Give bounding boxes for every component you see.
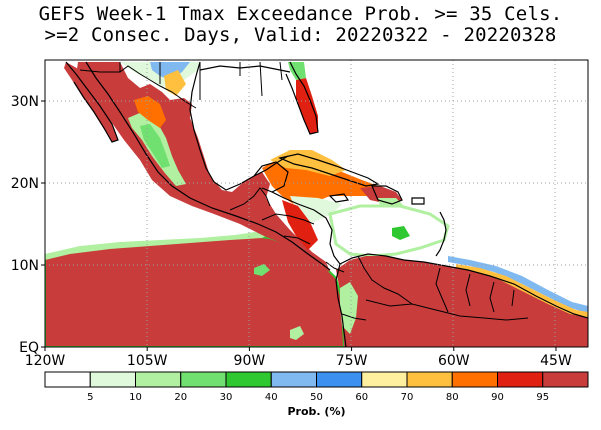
lat-tick-label: 10N (11, 258, 39, 274)
colorbar-label: 20 (174, 392, 187, 403)
prob-region-pacific-light-patch (254, 264, 270, 276)
colorbar-swatch (542, 371, 589, 388)
lon-tick-label: 75W (336, 353, 368, 369)
colorbar-swatch (225, 371, 272, 388)
prob-region-florida (296, 78, 318, 134)
colorbar-swatch (180, 371, 227, 388)
colorbar-label: 30 (220, 392, 233, 403)
border-brazil (365, 299, 529, 321)
prob-region-south-america (336, 256, 588, 347)
lon-tick-label: 120W (25, 353, 66, 369)
colorbar-label: 10 (129, 392, 142, 403)
prob-region-baja (64, 62, 118, 142)
border-guianas (465, 273, 515, 313)
colorbar-swatch (89, 371, 136, 388)
coastline-cuba (278, 153, 380, 187)
lat-tick-label: 20N (11, 176, 39, 192)
map-title-line-2: >=2 Consec. Days, Valid: 20220322 - 2022… (44, 24, 557, 46)
coastline-south-america-pacific (335, 263, 347, 347)
prob-region-caribbean-sea (328, 204, 450, 258)
prob-region-colombia-light (340, 282, 358, 334)
border-us-mexico (79, 65, 197, 109)
coastline-south-america (339, 253, 588, 319)
prob-region-north-mexico-orange (134, 96, 166, 128)
map-plot-area (45, 60, 588, 347)
coastline-jamaica (328, 193, 350, 203)
colorbar-swatch (361, 371, 408, 388)
prob-region-caribbean-green (392, 226, 410, 240)
coastline-gulf (189, 61, 289, 191)
country-borders (79, 61, 529, 321)
border-us-states (119, 61, 283, 100)
latitude-axis: 30N 20N 10N EQ (11, 94, 45, 356)
colorbar-title: Prob. (%) (287, 405, 345, 418)
colorbar-label: 40 (265, 392, 278, 403)
colorbar-swatch (135, 371, 182, 388)
map-title-line-1: GEFS Week-1 Tmax Exceedance Prob. >= 35 … (38, 3, 563, 25)
colorbar-label: 60 (355, 392, 368, 403)
coastline-lesser-antilles (435, 211, 447, 257)
colorbar-label: 95 (536, 392, 549, 403)
graticule (45, 60, 588, 347)
colorbar-label: 70 (401, 392, 414, 403)
colorbar-swatch (44, 371, 91, 388)
border-nicaragua (283, 235, 311, 245)
prob-region-honduras-red (282, 200, 318, 250)
coastline-puerto-rico (411, 197, 425, 205)
coastline-mexico-pacific (85, 61, 331, 271)
coastline-baja (65, 61, 119, 143)
lat-tick-label: 30N (11, 94, 39, 110)
border-panama-colombia (325, 261, 345, 273)
lon-tick-label: 45W (540, 353, 572, 369)
lon-tick-label: 105W (127, 353, 168, 369)
prob-region-pacific-fringe (45, 232, 270, 260)
colorbar-swatch (316, 371, 363, 388)
coastline-florida (285, 61, 319, 135)
border-guatemala (229, 187, 271, 211)
longitude-axis: 120W 105W 90W 75W 60W 45W (25, 347, 572, 369)
colorbar-label: 80 (446, 392, 459, 403)
coastline-hispaniola (371, 185, 403, 205)
prob-region-mexico-plateau-inner (140, 124, 170, 168)
border-honduras (261, 213, 315, 225)
border-peru-ecuador (341, 313, 367, 321)
colorbar: 5 10 20 30 40 50 60 70 80 90 95 Prob. (%) (44, 371, 589, 418)
coastline-central-america-caribbean (271, 191, 341, 265)
prob-region-texas-orange (164, 70, 186, 96)
colorbar-swatch (406, 371, 453, 388)
lon-tick-label: 60W (438, 353, 470, 369)
coastline-us-gulf (199, 65, 291, 73)
colorbar-label: 5 (87, 392, 93, 403)
colorbar-swatch (270, 371, 317, 388)
border-venezuela-guyana (435, 267, 449, 313)
prob-region-galapagos-light (290, 326, 304, 340)
border-colombia-venezuela (357, 255, 413, 305)
colorbar-label: 90 (491, 392, 504, 403)
colorbar-label: 50 (310, 392, 323, 403)
colorbar-swatch (497, 371, 544, 388)
coastlines (65, 61, 588, 347)
lon-tick-label: 90W (234, 353, 266, 369)
lat-tick-label: EQ (19, 340, 39, 356)
map-frame (44, 59, 589, 348)
colorbar-swatch (451, 371, 498, 388)
